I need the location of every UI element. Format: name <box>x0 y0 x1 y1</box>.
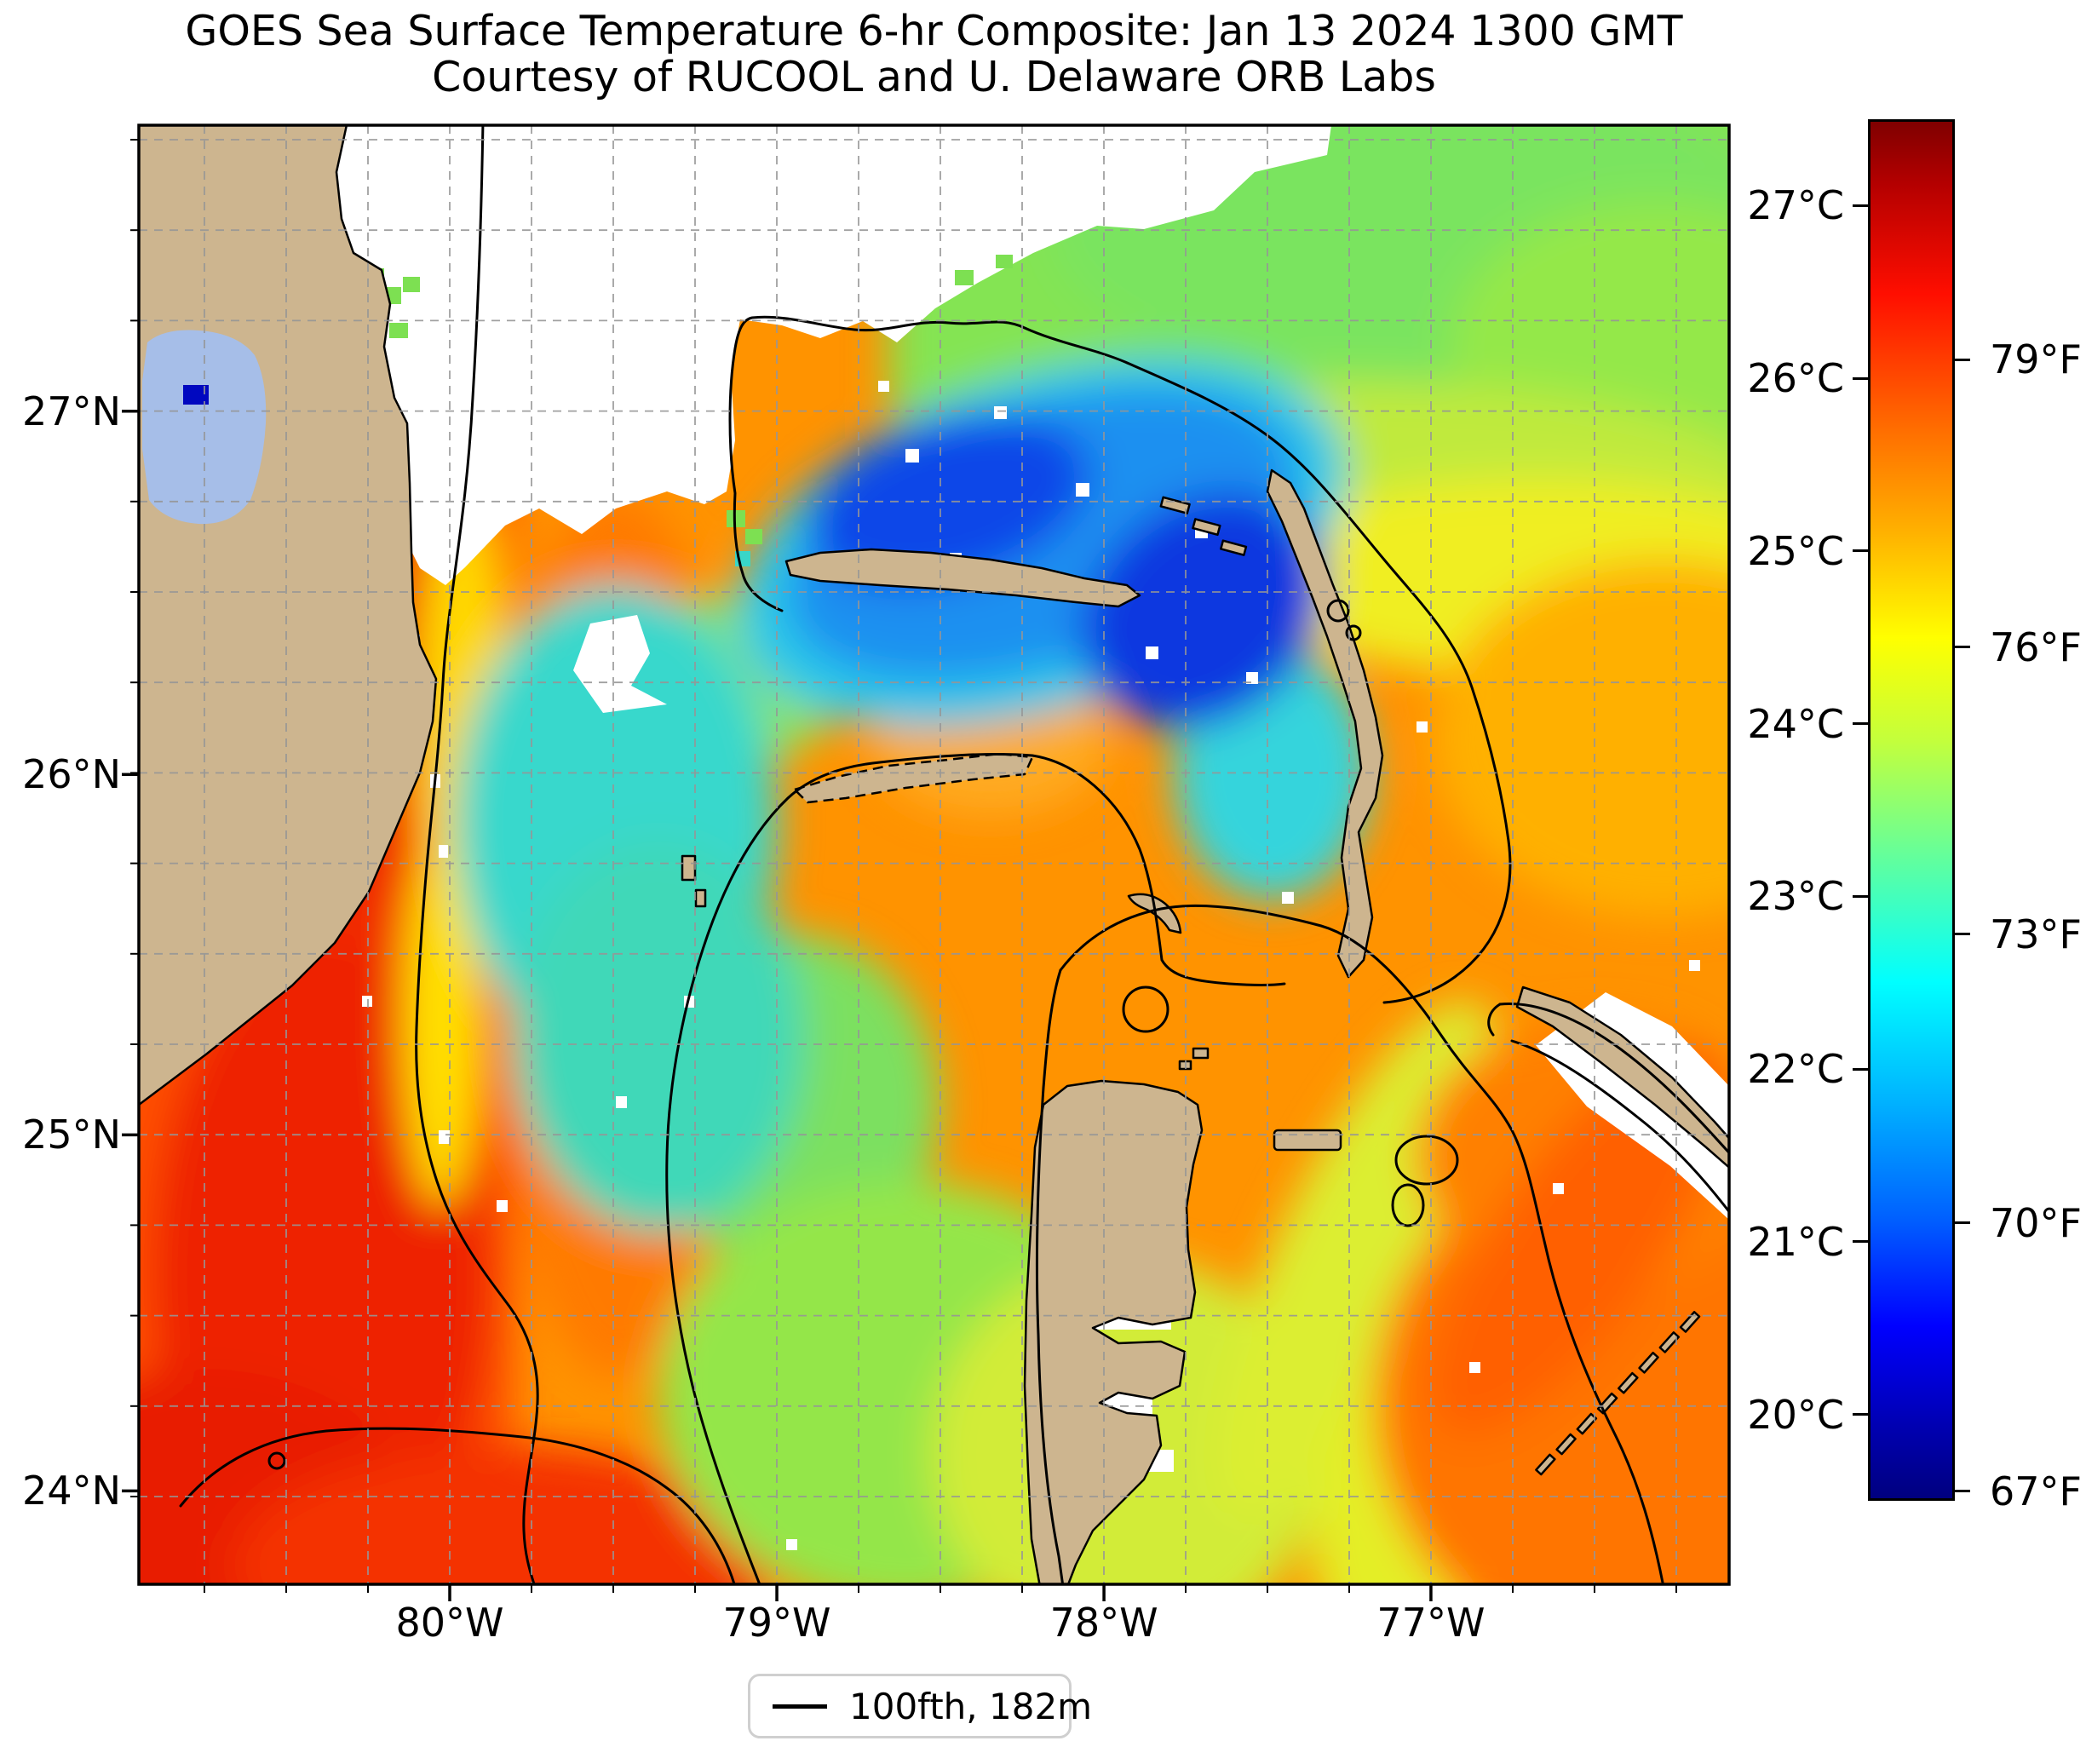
page-title: GOES Sea Surface Temperature 6-hr Compos… <box>185 7 1683 55</box>
colorbar-tick-mark <box>1955 358 1970 361</box>
joulter-cays <box>1192 1047 1210 1060</box>
graticule-gridlines <box>139 125 1729 1584</box>
colorbar-fahrenheit-label: 67°F <box>1990 1468 2082 1514</box>
lon-tick-label: 79°W <box>722 1600 831 1646</box>
colorbar-tick-mark <box>1853 1067 1868 1071</box>
lat-tick-label: 27°N <box>22 388 121 434</box>
lake-okeechobee <box>142 330 267 525</box>
colorbar-tick-mark <box>1853 549 1868 553</box>
colorbar-celsius-label: 22°C <box>1747 1046 1844 1093</box>
new-providence-island <box>1273 1129 1342 1152</box>
colorbar-celsius-label: 27°C <box>1747 182 1844 229</box>
bank-hole-ring <box>1394 1135 1459 1186</box>
nw-bank-cays-strip <box>793 752 1034 804</box>
lake-data-marker <box>183 385 209 405</box>
colorbar-fahrenheit-label: 76°F <box>1990 623 2082 670</box>
great-bahama-bank-west-contour <box>665 752 1286 1584</box>
exuma-cays <box>1535 1311 1701 1476</box>
lon-tick-label: 80°W <box>395 1600 504 1646</box>
colorbar-fahrenheit-label: 73°F <box>1990 911 2082 957</box>
grand-bahama-east-ring <box>1326 599 1350 623</box>
colorbar-tick-mark <box>1853 376 1868 380</box>
colorbar-tick-mark <box>1853 1413 1868 1416</box>
bimini-islands <box>694 888 707 908</box>
abaco-cays <box>1159 496 1248 556</box>
colorbar-celsius-label: 25°C <box>1747 527 1844 574</box>
colorbar-tick-mark <box>1853 722 1868 726</box>
eleuthera-island <box>1515 985 1729 1169</box>
temperature-colorbar <box>1868 119 1955 1501</box>
contour-legend-label: 100fth, 182m <box>849 1685 1093 1727</box>
tongue-of-the-ocean-contour <box>1059 904 1664 1584</box>
colorbar-fahrenheit-label: 70°F <box>1990 1199 2082 1246</box>
lat-tick-label: 25°N <box>22 1112 121 1158</box>
eleuthera-south-contour <box>1510 1039 1729 1214</box>
colorbar-tick-mark <box>1853 894 1868 898</box>
lat-tick-label: 24°N <box>22 1468 121 1514</box>
andros-island <box>1023 1079 1204 1584</box>
colorbar-celsius-label: 20°C <box>1747 1391 1844 1438</box>
eleuthera-north-contour <box>1498 1003 1729 1155</box>
colorbar-tick-mark <box>1853 1240 1868 1244</box>
axis-tick-marks <box>122 139 1677 1601</box>
colorbar-tick-mark <box>1955 646 1970 649</box>
colorbar-tick-mark <box>1955 1490 1970 1493</box>
page-subtitle: Courtesy of RUCOOL and U. Delaware ORB L… <box>432 53 1436 101</box>
map-canvas <box>122 124 1731 1601</box>
colorbar-celsius-label: 21°C <box>1747 1218 1844 1265</box>
depth-contours <box>179 125 1729 1584</box>
latitude-axis: 27°N 26°N 25°N 24°N <box>0 125 121 1584</box>
small-contour-ring <box>267 1451 286 1470</box>
colorbar-celsius-label: 23°C <box>1747 873 1844 920</box>
little-bahama-bank-contour <box>728 315 1512 1004</box>
lon-tick-label: 77°W <box>1376 1600 1485 1646</box>
colorbar-celsius-label: 26°C <box>1747 355 1844 402</box>
colorbar-tick-mark <box>1955 933 1970 936</box>
berry-bank-contour-ring <box>1122 985 1169 1033</box>
axes-frame <box>137 124 1731 1586</box>
contour-line-sample <box>773 1704 827 1709</box>
colorbar-tick-mark <box>1853 204 1868 207</box>
colorbar-tick-mark <box>1955 1221 1970 1225</box>
bank-hole-ring <box>1391 1183 1425 1227</box>
eleuthera-hook-contour <box>1487 1003 1502 1037</box>
longitude-axis: 80°W 79°W 78°W 77°W <box>139 1603 1729 1654</box>
lat-tick-label: 26°N <box>22 751 121 798</box>
abaco-island <box>1266 468 1384 979</box>
florida-shelf-contour <box>415 125 539 1584</box>
colorbar-celsius-label: 24°C <box>1747 700 1844 747</box>
andros-west-contour <box>1035 968 1065 1584</box>
map-plot <box>122 124 1731 1601</box>
contour-legend: 100fth, 182m <box>748 1674 1092 1738</box>
bimini-islands <box>681 854 697 882</box>
colorbar-fahrenheit-label: 79°F <box>1990 336 2082 383</box>
lon-tick-label: 78°W <box>1049 1600 1158 1646</box>
southwest-bank-contour <box>179 1427 736 1584</box>
grand-bahama-east-ring <box>1345 624 1362 641</box>
